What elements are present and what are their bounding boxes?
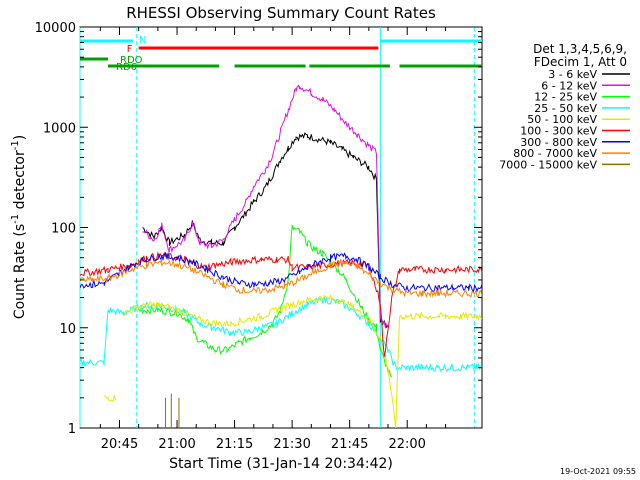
x-tick-label: 21:15 bbox=[216, 437, 253, 452]
series-line bbox=[80, 258, 482, 299]
x-tick-label: 20:45 bbox=[101, 437, 138, 452]
status-bar-label: RD6 bbox=[116, 62, 137, 73]
plot-frame bbox=[79, 26, 483, 429]
legend-header-2: FDecim 1, Att 0 bbox=[534, 55, 627, 69]
legend-entry-label: 7000 - 15000 keV bbox=[499, 158, 597, 171]
series-line bbox=[80, 251, 482, 293]
legend-entry-label: 25 - 50 keV bbox=[534, 102, 597, 115]
series-line bbox=[142, 132, 389, 329]
status-bar-label: RDO bbox=[120, 55, 143, 66]
series-line bbox=[80, 296, 482, 373]
series-line bbox=[138, 224, 393, 378]
y-tick-label: 10 bbox=[59, 322, 76, 337]
x-axis-label: Start Time (31-Jan-14 20:34:42) bbox=[169, 456, 393, 472]
status-bar-label: F bbox=[127, 44, 133, 55]
y-axis-label-mid: detector bbox=[12, 150, 28, 214]
y-axis-label-sup2: -1 bbox=[10, 140, 21, 150]
legend-entry-label: 12 - 25 keV bbox=[534, 91, 597, 104]
y-axis: 1 10 100 1000 10000 bbox=[35, 21, 482, 437]
y-axis-label-post: ) bbox=[12, 135, 28, 140]
legend-entry-label: 100 - 300 keV bbox=[520, 125, 597, 138]
x-tick-label: 21:45 bbox=[331, 437, 368, 452]
y-tick-label: 10000 bbox=[35, 21, 76, 36]
legend-header-1: Det 1,3,4,5,6,9, bbox=[533, 42, 627, 56]
y-axis-label-sup1: -1 bbox=[10, 214, 21, 224]
y-tick-label: 100 bbox=[51, 222, 76, 237]
legend-entry-label: 800 - 7000 keV bbox=[513, 147, 597, 160]
legend-entry-label: 50 - 100 keV bbox=[527, 113, 597, 126]
y-axis-label-pre: Count Rate (s bbox=[12, 224, 28, 319]
y-tick-label: 1 bbox=[68, 422, 76, 437]
x-tick-label: 22:00 bbox=[388, 437, 425, 452]
series-line bbox=[104, 293, 482, 428]
x-axis: 20:45 21:00 21:15 21:30 21:45 22:00 bbox=[99, 27, 447, 452]
status-bar-label: N bbox=[139, 35, 146, 46]
footer-date: 19-Oct-2021 09:55 bbox=[560, 467, 636, 476]
legend-entry-label: 300 - 800 keV bbox=[520, 136, 597, 149]
series-line bbox=[142, 84, 389, 330]
legend-entry-label: 6 - 12 keV bbox=[541, 79, 597, 92]
chart-title: RHESSI Observing Summary Count Rates bbox=[126, 4, 436, 22]
x-tick-label: 21:30 bbox=[273, 437, 310, 452]
series-line bbox=[80, 251, 482, 358]
y-tick-label: 1000 bbox=[43, 121, 76, 136]
legend-entry-label: 3 - 6 keV bbox=[548, 68, 597, 81]
y-axis-label: Count Rate (s-1 detector-1) bbox=[10, 135, 28, 319]
legend: Det 1,3,4,5,6,9, FDecim 1, Att 0 3 - 6 k… bbox=[499, 42, 630, 171]
x-tick-label: 21:00 bbox=[158, 437, 195, 452]
